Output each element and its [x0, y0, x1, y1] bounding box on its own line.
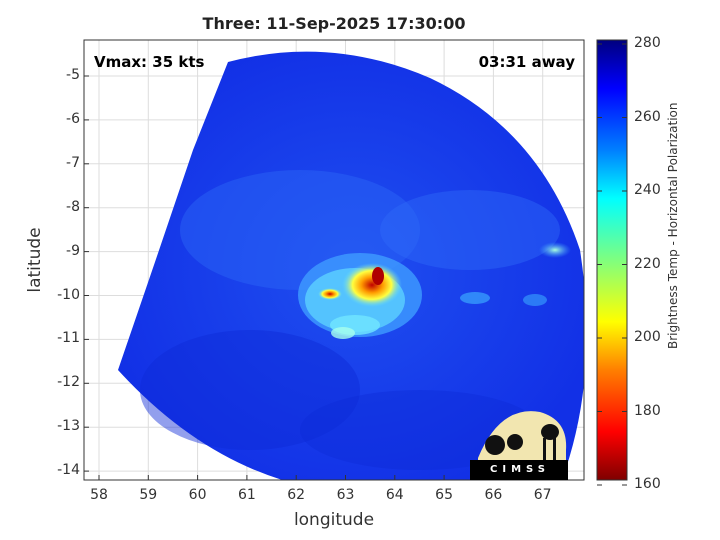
- colorbar-tick-label: 160: [634, 476, 661, 492]
- y-tick-label: -7: [66, 154, 80, 171]
- y-tick-label: -14: [57, 462, 80, 479]
- x-tick-label: 59: [139, 487, 158, 503]
- x-tick-label: 61: [237, 487, 256, 503]
- x-tick-label: 64: [385, 487, 404, 503]
- y-tick-label: -12: [57, 374, 80, 391]
- vmax-label: Vmax: 35 kts: [94, 53, 205, 71]
- y-axis-label: latitude: [25, 227, 45, 293]
- colorbar-tick-label: 220: [634, 255, 661, 272]
- colorbar-tick-label: 200: [634, 329, 661, 345]
- x-tick-label: 66: [484, 487, 503, 503]
- distance-label: 03:31 away: [478, 53, 575, 71]
- y-tick-label: -10: [57, 286, 80, 303]
- cimss-logo: [470, 411, 568, 480]
- colorbar-label: Brightness Temp - Horizontal Polarizatio…: [666, 102, 680, 349]
- y-tick-label: -6: [66, 110, 80, 127]
- colorbar-tick-label: 260: [634, 108, 661, 125]
- axes-frame: [83, 39, 585, 481]
- colorbar-tick-label: 280: [634, 35, 661, 51]
- y-tick-label: -9: [66, 242, 80, 259]
- colorbar-tick-label: 180: [634, 402, 661, 419]
- x-tick-label: 58: [90, 487, 108, 503]
- x-tick-label: 63: [336, 487, 355, 503]
- x-axis-label: longitude: [293, 510, 375, 530]
- brightness-temp-swath: [118, 51, 584, 480]
- y-tick-label: -11: [57, 330, 80, 347]
- plot-title: Three: 11-Sep-2025 17:30:00: [202, 14, 466, 33]
- logo-text: CIMSS: [490, 464, 550, 475]
- x-tick-label: 65: [435, 487, 453, 503]
- y-tick-label: -5: [66, 67, 80, 83]
- x-tick-label: 60: [188, 487, 207, 503]
- colorbar: [596, 39, 628, 481]
- x-tick-label: 62: [287, 487, 306, 503]
- y-tick-label: -13: [57, 418, 80, 435]
- y-tick-label: -8: [66, 198, 80, 215]
- x-tick-label: 67: [533, 487, 552, 503]
- colorbar-tick-label: 240: [634, 182, 661, 198]
